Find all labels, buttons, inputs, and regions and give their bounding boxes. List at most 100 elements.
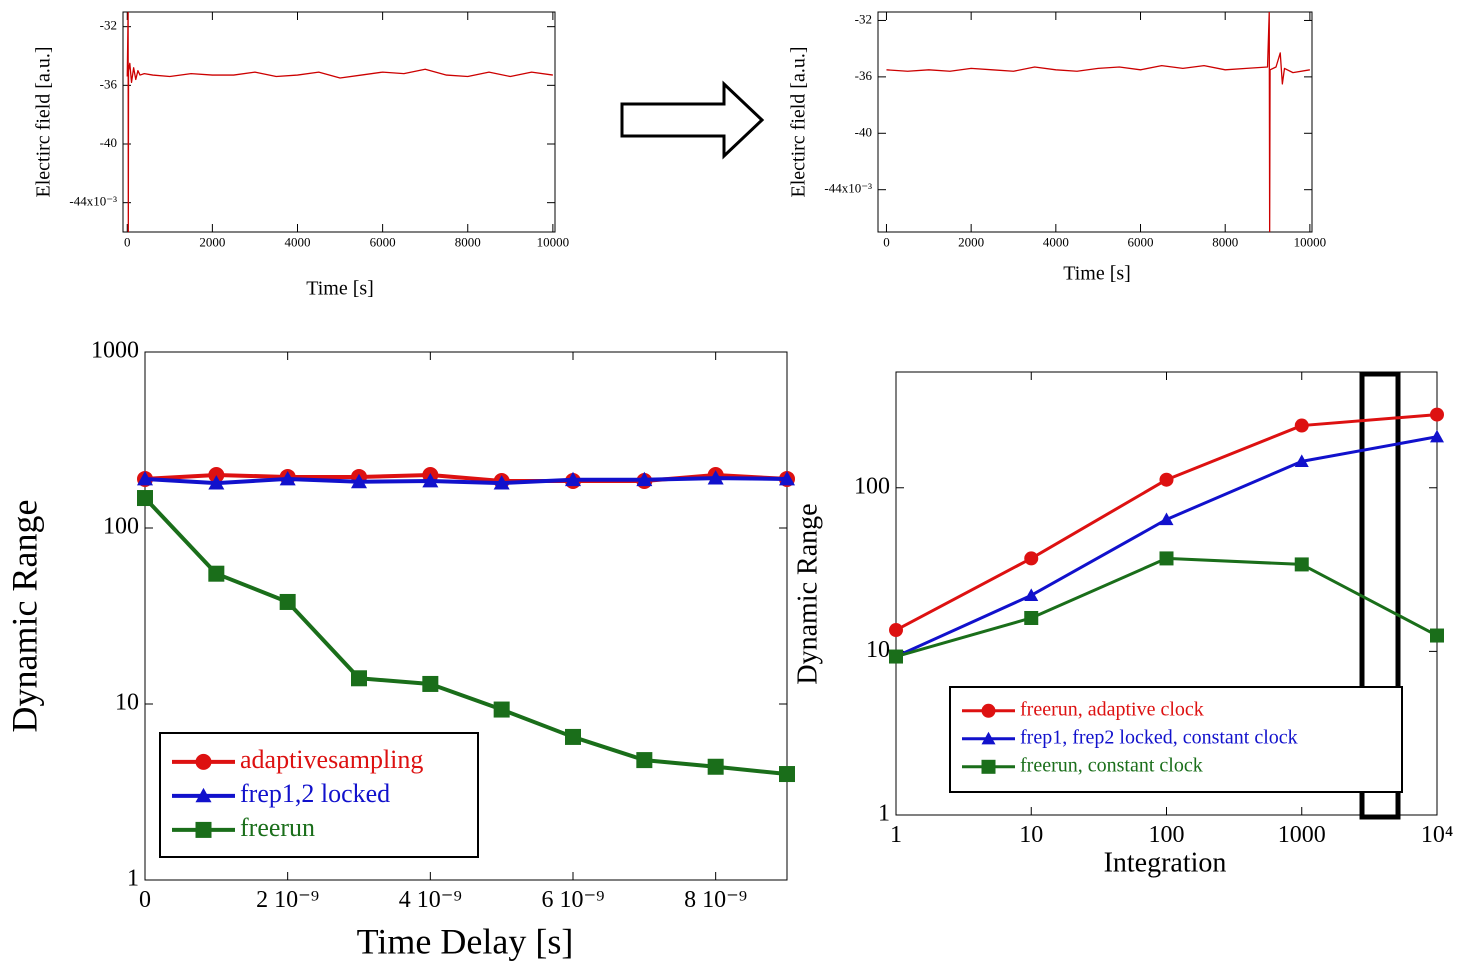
- legend-label: freerun, constant clock: [1020, 754, 1203, 776]
- marker: [208, 475, 225, 490]
- marker: [889, 649, 903, 664]
- marker: [195, 753, 212, 770]
- plot-frame: [122, 11, 556, 233]
- marker: [493, 701, 510, 718]
- marker: [636, 471, 653, 487]
- y-tick-label: 1: [878, 801, 890, 827]
- marker: [779, 470, 795, 486]
- marker: [1024, 610, 1039, 625]
- marker: [1159, 512, 1174, 526]
- plot-frame: [877, 11, 1313, 233]
- x-tick-label: 6 10⁻⁹: [541, 887, 604, 913]
- marker: [981, 731, 996, 745]
- marker: [1294, 557, 1309, 572]
- y-axis-label: Electirc field [a.u.]: [33, 46, 55, 197]
- marker: [1024, 551, 1039, 566]
- y-tick-label: 1: [127, 866, 139, 892]
- x-tick-label: 2000: [199, 235, 225, 250]
- x-tick-label: 8000: [1212, 235, 1238, 250]
- y-tick-label: -32: [855, 11, 872, 26]
- marker: [351, 473, 367, 489]
- marker: [1430, 429, 1444, 443]
- y-tick-label: 10: [115, 690, 139, 716]
- legend-label: frep1,2 locked: [240, 779, 390, 808]
- y-tick-label: -36: [855, 68, 873, 83]
- marker: [565, 728, 581, 745]
- marker: [493, 475, 510, 490]
- x-axis-label: Time [s]: [1063, 263, 1131, 285]
- y-axis-label: Dynamic Range: [792, 503, 823, 684]
- marker: [981, 759, 996, 774]
- y-tick-label: 100: [854, 473, 890, 499]
- marker: [981, 703, 996, 718]
- x-tick-label: 10000: [1294, 235, 1327, 250]
- marker: [889, 623, 903, 638]
- x-tick-label: 10: [1019, 822, 1043, 848]
- x-tick-label: 0: [124, 235, 131, 250]
- marker: [137, 490, 153, 507]
- x-axis-label: Time [s]: [306, 278, 374, 300]
- marker: [195, 821, 212, 838]
- x-tick-label: 2000: [958, 235, 984, 250]
- legend-label: frep1, frep2 locked, constant clock: [1020, 726, 1298, 748]
- marker: [1159, 472, 1174, 487]
- marker: [279, 593, 296, 610]
- marker: [137, 470, 153, 486]
- series-line: [896, 556, 1437, 658]
- y-tick-label: -44x10⁻³: [824, 181, 872, 196]
- x-tick-label: 10000: [537, 235, 570, 250]
- y-tick-label: -32: [100, 18, 117, 33]
- x-tick-label: 4000: [285, 235, 311, 250]
- y-axis-label: Dynamic Range: [4, 500, 44, 733]
- x-tick-label: 0: [883, 235, 890, 250]
- legend-box: [949, 686, 1403, 793]
- marker: [565, 471, 581, 487]
- marker: [279, 470, 296, 486]
- x-tick-label: 4 10⁻⁹: [399, 887, 462, 913]
- x-tick-label: 1: [890, 822, 902, 848]
- y-tick-label: 10: [866, 637, 890, 663]
- x-tick-label: 6000: [1128, 235, 1154, 250]
- y-tick-label: -40: [100, 135, 117, 150]
- legend-label: freerun, adaptive clock: [1020, 698, 1204, 720]
- series-line: [145, 476, 787, 486]
- marker: [422, 472, 439, 488]
- x-tick-label: 100: [1149, 822, 1185, 848]
- x-tick-label: 2 10⁻⁹: [256, 887, 319, 913]
- x-axis-label: Time Delay [s]: [357, 921, 574, 961]
- x-tick-label: 8 10⁻⁹: [684, 887, 747, 913]
- series-line: [896, 435, 1437, 658]
- marker: [779, 766, 795, 783]
- legend-label: adaptivesampling: [240, 745, 423, 774]
- arrow: [620, 80, 765, 160]
- marker: [1294, 454, 1309, 467]
- marker: [1430, 407, 1444, 422]
- legend-label: freerun: [240, 813, 315, 842]
- marker: [1294, 418, 1309, 433]
- x-tick-label: 4000: [1043, 235, 1069, 250]
- marker: [208, 565, 225, 582]
- x-tick-label: 10⁴: [1421, 822, 1453, 848]
- marker: [422, 675, 439, 692]
- x-tick-label: 6000: [370, 235, 396, 250]
- x-tick-label: 8000: [455, 235, 481, 250]
- series-line: [126, 12, 553, 232]
- series-line: [145, 496, 787, 777]
- y-tick-label: -36: [100, 76, 118, 91]
- x-tick-label: 0: [139, 887, 151, 913]
- marker: [707, 758, 724, 775]
- y-tick-label: -40: [855, 124, 872, 139]
- y-tick-label: 100: [103, 514, 139, 540]
- y-tick-label: 1000: [91, 338, 139, 364]
- marker: [208, 467, 225, 484]
- y-axis-label: Electirc field [a.u.]: [788, 46, 810, 197]
- x-axis-label: Integration: [1104, 847, 1227, 878]
- marker: [1024, 588, 1039, 601]
- marker: [707, 470, 724, 485]
- plot-frame: [144, 351, 788, 881]
- marker: [1430, 628, 1444, 643]
- series-line: [886, 12, 1310, 232]
- x-tick-label: 1000: [1278, 822, 1326, 848]
- marker: [1159, 551, 1174, 566]
